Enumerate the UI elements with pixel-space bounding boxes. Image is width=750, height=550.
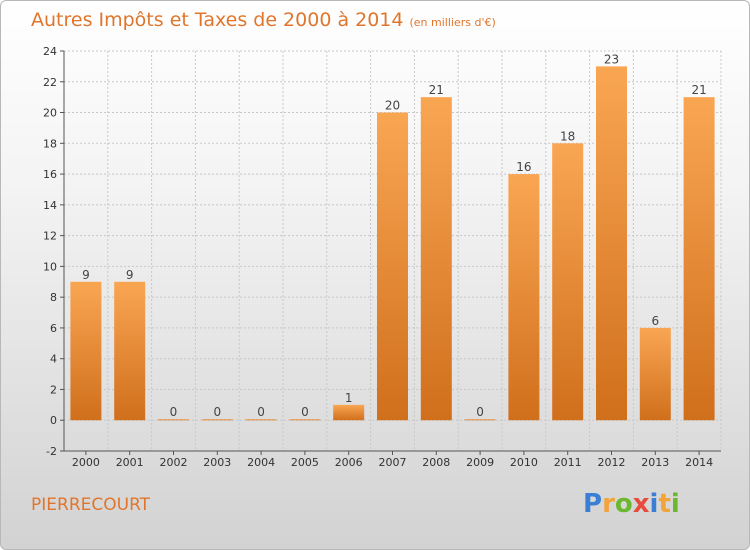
y-tick-label: 14	[43, 199, 57, 212]
bar	[639, 327, 671, 421]
bar-value-label: 9	[126, 268, 134, 282]
bar-value-label: 9	[82, 268, 90, 282]
y-tick-label: 20	[43, 107, 57, 120]
x-tick-label: 2002	[160, 456, 188, 469]
y-tick-label: 8	[50, 291, 57, 304]
logo-letter: o	[614, 489, 633, 519]
logo-letter: t	[658, 489, 671, 519]
x-tick-label: 2000	[72, 456, 100, 469]
x-tick-label: 2007	[379, 456, 407, 469]
chart-subtitle: (en milliers d'€)	[409, 16, 496, 29]
bar-value-label: 20	[385, 99, 400, 113]
bar-value-label: 0	[213, 405, 221, 419]
x-tick-label: 2010	[510, 456, 538, 469]
y-tick-label: 2	[50, 383, 57, 396]
logo-letter: r	[602, 489, 615, 519]
bar-value-label: 21	[691, 83, 706, 97]
y-tick-label: 24	[43, 45, 57, 58]
x-tick-label: 2001	[116, 456, 144, 469]
bar	[114, 281, 146, 421]
bar	[333, 404, 365, 421]
chart-title: Autres Impôts et Taxes de 2000 à 2014 (en…	[31, 9, 496, 31]
logo-letter: i	[670, 489, 680, 519]
x-tick-label: 2011	[554, 456, 582, 469]
y-tick-label: -2	[46, 445, 57, 458]
y-tick-label: 0	[50, 414, 57, 427]
x-tick-label: 2014	[685, 456, 713, 469]
bar	[201, 419, 233, 421]
bar	[552, 143, 584, 421]
bar	[464, 419, 496, 421]
bar	[508, 174, 540, 421]
x-tick-label: 2006	[335, 456, 363, 469]
x-tick-label: 2013	[641, 456, 669, 469]
y-tick-label: 22	[43, 76, 57, 89]
x-tick-label: 2003	[203, 456, 231, 469]
y-tick-label: 18	[43, 137, 57, 150]
bar-value-label: 23	[604, 52, 619, 66]
x-tick-label: 2005	[291, 456, 319, 469]
bar	[70, 281, 102, 421]
bar-value-label: 6	[651, 314, 659, 328]
bar	[289, 419, 321, 421]
logo-letter: x	[632, 489, 650, 519]
bars	[70, 66, 715, 421]
x-tick-label: 2008	[422, 456, 450, 469]
y-tick-label: 12	[43, 230, 57, 243]
logo-letter: P	[583, 489, 603, 519]
bar	[596, 66, 627, 421]
bar-value-label: 0	[476, 405, 484, 419]
y-tick-label: 16	[43, 168, 57, 181]
bar	[377, 112, 408, 421]
y-tick-label: 10	[43, 260, 57, 273]
bar-value-label: 21	[429, 83, 444, 97]
labels: 9 2000 9 2001 0 2002 0 2003 0 2004 0 2005 1 2006 20 200…	[72, 52, 713, 469]
bar-value-label: 1	[345, 391, 353, 405]
bar-value-label: 0	[301, 405, 309, 419]
proxiti-logo: Proxiti	[583, 489, 680, 519]
bar-value-label: 0	[170, 405, 178, 419]
bar	[158, 419, 189, 421]
x-tick-label: 2012	[598, 456, 626, 469]
x-tick-label: 2004	[247, 456, 275, 469]
y-tick-label: 4	[50, 353, 57, 366]
commune-name: PIERRECOURT	[31, 495, 151, 515]
bar-value-label: 16	[516, 160, 531, 174]
bar	[245, 419, 277, 421]
bar	[683, 97, 715, 421]
chart-title-text: Autres Impôts et Taxes de 2000 à 2014	[31, 9, 404, 31]
bar-value-label: 18	[560, 129, 575, 143]
logo-letter: i	[649, 489, 659, 519]
bar-value-label: 0	[257, 405, 265, 419]
y-tick-label: 6	[50, 322, 57, 335]
x-tick-label: 2009	[466, 456, 494, 469]
bar	[420, 97, 452, 421]
